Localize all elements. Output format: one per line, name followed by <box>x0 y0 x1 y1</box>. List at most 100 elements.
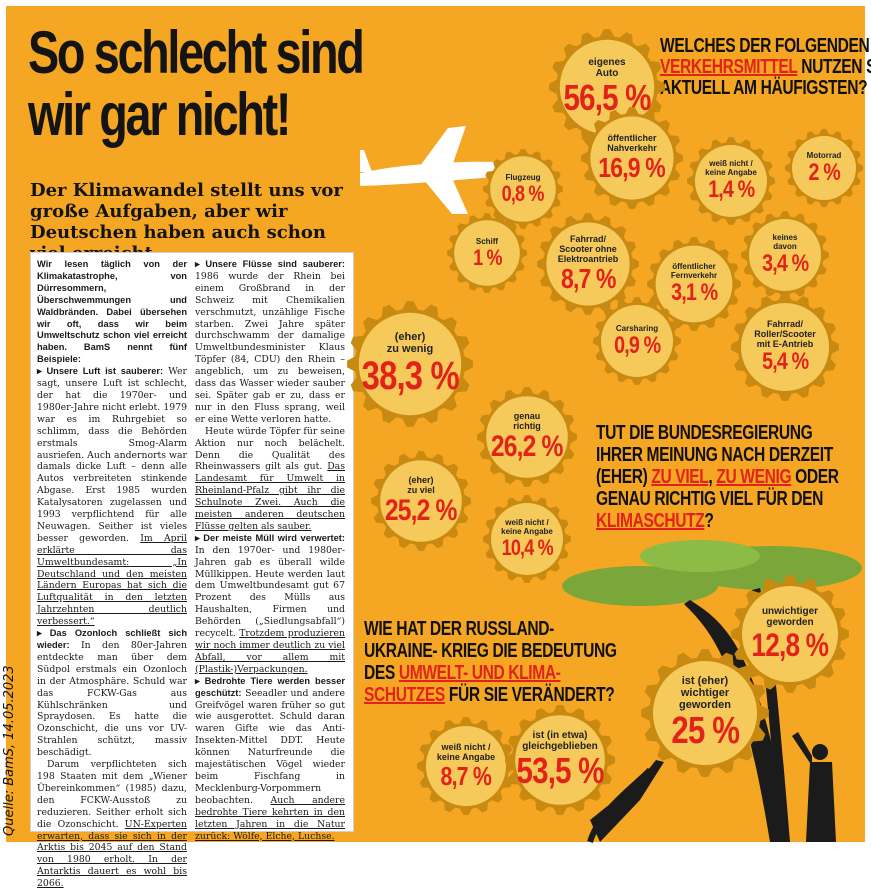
cog-value: 1,4 % <box>707 176 755 203</box>
cog-value: 0,8 % <box>501 180 545 206</box>
cog-label: Fahrrad/ Roller/Scooter mit E-Antrieb <box>754 319 816 349</box>
cog-value: 8,7 % <box>440 761 492 791</box>
q3-highlight-2: SCHUTZES <box>364 684 445 706</box>
article-intro: Wir lesen täglich von der Klimakatastrop… <box>37 259 187 365</box>
cog-label: Fahrrad/ Scooter ohne Elektroantrieb <box>557 234 619 264</box>
cog-shape <box>417 717 515 815</box>
cog-bubble: genau richtig 26,2 % <box>476 386 578 488</box>
q2-too-much: ZU VIEL <box>651 466 709 488</box>
cog-bubble: keines davon 3,4 % <box>740 210 830 300</box>
cog-bubble: Motorrad 2 % <box>784 128 864 208</box>
section-heading-waste: ▸ Der meiste Müll wird verwertet: <box>195 532 345 543</box>
section-text-rivers-2: Heute würde Töpfer für seine Aktion nur … <box>195 425 345 473</box>
q3-line-3a: DES <box>364 662 399 684</box>
q1-line-1: WELCHES DER FOLGENDEN <box>660 35 870 57</box>
cog-label: eigenes Auto <box>588 57 626 79</box>
cog-shape <box>581 107 683 209</box>
headline-line-1: So schlecht sind <box>28 19 365 86</box>
cog-shape <box>731 293 839 401</box>
cog-label: öffentlicher Nahverkehr <box>607 133 657 153</box>
cog-shape <box>537 213 639 315</box>
cog-shape <box>593 297 681 385</box>
cog-label: Schiff <box>475 236 499 246</box>
cog-shape <box>505 705 615 815</box>
cog-label: Motorrad <box>806 150 842 160</box>
cog-shape <box>647 237 741 331</box>
cog-value: 16,9 % <box>598 152 666 183</box>
cog-shape <box>347 301 473 427</box>
headline-line-2: wir gar nicht! <box>28 81 291 148</box>
q2-line-3c: , <box>708 466 717 488</box>
section-link-waste: Trotzdem produzieren wir noch immer deut… <box>195 628 346 675</box>
cog-bubble: öffentlicher Fernverkehr 3,1 % <box>646 236 742 332</box>
cog-shape <box>785 129 863 207</box>
cog-bubble: ist (eher) wichtiger geworden 25 % <box>640 648 770 778</box>
cog-value: 1 % <box>472 244 502 270</box>
cog-bubble: Schiff 1 % <box>446 212 528 294</box>
q1-line-3: AKTUELL AM HÄUFIGSTEN? <box>660 77 868 99</box>
tree-illustration <box>562 540 862 843</box>
cog-shape <box>483 149 563 229</box>
cog-label: ist (eher) wichtiger geworden <box>679 675 731 711</box>
cog-label: Carsharing <box>615 323 659 333</box>
cog-shape <box>477 387 577 487</box>
cog-shape <box>447 213 527 293</box>
article-column-right: ▸ Unsere Flüsse sind sauberer: 1986 wurd… <box>195 259 345 842</box>
cog-value: 26,2 % <box>491 430 563 463</box>
cog-shape <box>641 649 769 777</box>
section-text-ozone: In den 80er-Jahren entdeckte man über de… <box>37 640 187 759</box>
cog-bubble: Fahrrad/ Roller/Scooter mit E-Antrieb 5,4… <box>730 292 840 402</box>
cog-value: 10,4 % <box>501 535 553 560</box>
q1-highlight: VERKEHRSMITTEL <box>660 56 798 78</box>
article-box: Wir lesen täglich von der Klimakatastrop… <box>30 252 354 889</box>
cog-label: öffentlicher Fernverkehr <box>670 262 718 280</box>
cog-label: (eher) zu wenig <box>386 331 434 355</box>
cog-bubble: unwichtiger geworden 12,8 % <box>730 574 850 694</box>
cog-value: 38,3 % <box>361 354 459 398</box>
cog-value: 2 % <box>808 158 840 186</box>
cog-bubble: Fahrrad/ Scooter ohne Elektroantrieb 8,7 … <box>536 212 640 316</box>
q1-line-2: NUTZEN SIE <box>801 56 871 78</box>
cog-bubble: (eher) zu wenig 38,3 % <box>346 300 474 428</box>
section-text-rivers: 1986 wurde der Rhein bei einem Großbrand… <box>195 270 345 425</box>
q3-line-2: UKRAINE- KRIEG DIE BEDEUTUNG <box>364 640 617 662</box>
q2-line-4: GENAU RICHTIG VIEL FÜR DEN <box>596 488 824 510</box>
cog-label: weiß nicht / keine Angabe <box>705 159 757 177</box>
q2-too-little: ZU WENIG <box>716 466 792 488</box>
cog-value: 3,4 % <box>761 250 809 277</box>
cog-shape <box>483 495 571 583</box>
cog-value: 53,5 % <box>516 750 605 791</box>
cog-label: weiß nicht / keine Angabe <box>436 742 496 762</box>
cog-label: genau richtig <box>513 411 541 431</box>
section-link-animals: Auch andere bedrohte Tiere kehrten in de… <box>195 794 345 842</box>
cog-value: 12,8 % <box>751 627 830 663</box>
cog-value: 56,5 % <box>563 77 652 118</box>
cog-bubble: (eher) zu viel 25,2 % <box>370 450 472 552</box>
section-text-waste: In den 1970er- und 1980er-Jahren gab es … <box>195 544 345 640</box>
cog-label: weiß nicht / keine Angabe <box>501 518 553 536</box>
infographic-panel: So schlecht sind wir gar nicht! Der Klim… <box>2 6 871 889</box>
q3-highlight-1: UMWELT- UND KLIMA- <box>398 662 561 684</box>
cog-bubble: weiß nicht / keine Angabe 8,7 % <box>416 716 516 816</box>
cog-bubble: öffentlicher Nahverkehr 16,9 % <box>580 106 684 210</box>
cog-label: ist (in etwa) gleichgeblieben <box>522 730 598 752</box>
section-heading-ozone: ▸ Das Ozonloch schließt sich wieder: <box>37 628 187 650</box>
section-link-air: Im April erklärte das Umweltbundesamt: „… <box>37 532 187 628</box>
q2-line-2: IHRER MEINUNG NACH DERZEIT <box>596 444 833 466</box>
section-heading-rivers: ▸ Unsere Flüsse sind sauberer: <box>195 259 345 269</box>
question-transport: WELCHES DER FOLGENDEN VERKEHRSMITTEL NUT… <box>660 35 871 99</box>
cog-value: 5,4 % <box>761 348 809 375</box>
airplane-icon <box>352 126 511 214</box>
section-text-ozone-2: Darum verpflichteten sich 198 Staaten mi… <box>37 759 187 830</box>
cog-value: 25 % <box>671 710 740 752</box>
section-heading-animals: ▸ Bedrohte Tiere werden besser geschützt… <box>195 675 345 698</box>
cog-shape <box>371 451 471 551</box>
cog-shape <box>741 211 829 299</box>
headline: So schlecht sind wir gar nicht! <box>28 19 365 148</box>
section-link-rivers: Das Landesamt für Umwelt in Rheinland-Pf… <box>195 461 345 532</box>
cog-bubble: Flugzeug 0,8 % <box>482 148 564 230</box>
cog-bubble: weiß nicht / keine Angabe 10,4 % <box>482 494 572 584</box>
q2-line-1: TUT DIE BUNDESREGIERUNG <box>596 422 813 444</box>
cog-label: (eher) zu viel <box>407 475 435 495</box>
section-text-animals: Seeadler und andere Greifvögel waren frü… <box>195 687 345 806</box>
